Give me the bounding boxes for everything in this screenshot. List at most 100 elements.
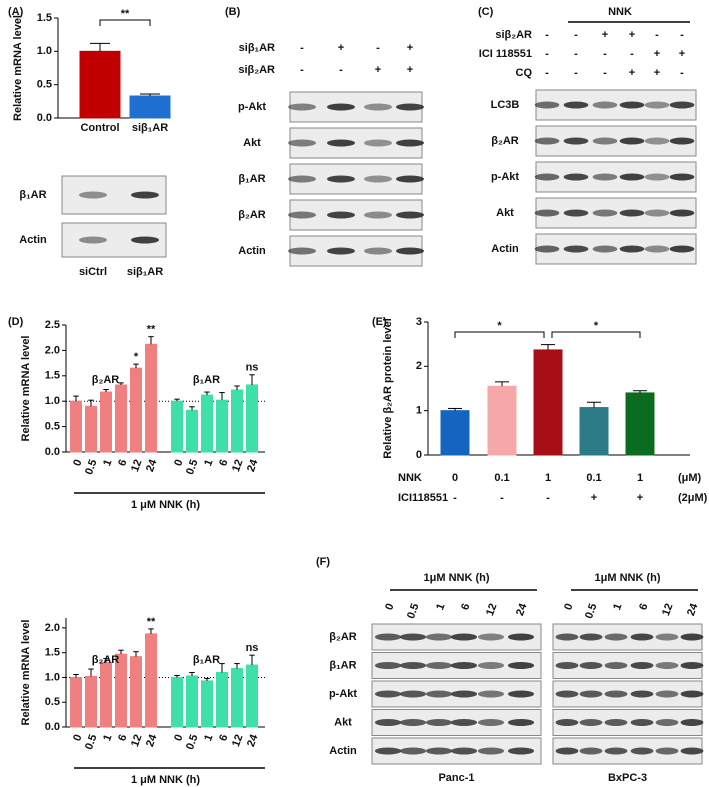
series-label: β₁AR <box>193 374 220 386</box>
time-label: 12 <box>484 602 499 618</box>
condition-sign: - <box>630 48 634 60</box>
blot-band <box>669 209 695 217</box>
blot-band <box>450 747 478 755</box>
x-tick-label: 6 <box>116 458 129 468</box>
y-axis-label: Relative mRNA level <box>12 15 24 121</box>
y-tick-label: 1.5 <box>45 647 60 659</box>
treatment-value: 0.1 <box>586 472 601 484</box>
blot-band <box>592 173 618 181</box>
blot-band <box>680 719 704 726</box>
time-label: 0.5 <box>405 602 422 620</box>
bar <box>130 656 142 728</box>
bar <box>201 680 213 728</box>
blot-band <box>555 633 579 641</box>
blot-band <box>630 690 654 698</box>
blot-band <box>477 690 505 698</box>
bar <box>100 662 112 728</box>
blot-band <box>399 633 427 641</box>
time-label: 24 <box>685 601 701 617</box>
blot-band <box>450 690 478 698</box>
blot-band <box>425 633 453 641</box>
blot-row-label: β₁AR <box>238 173 265 185</box>
condition-sign: - <box>545 48 549 60</box>
x-axis-label: 1 μM NNK (h) <box>131 499 200 511</box>
blot-band <box>374 633 402 641</box>
y-tick-label: 0 <box>416 449 422 461</box>
blot-band <box>579 719 603 726</box>
condition-sign: - <box>655 29 659 41</box>
bar <box>246 384 258 453</box>
condition-sign: - <box>574 48 578 60</box>
blot-row-label: p-Akt <box>491 171 519 183</box>
x-tick-label: 12 <box>230 458 245 474</box>
y-tick-label: 1 <box>416 405 422 417</box>
series-label: β₂AR <box>92 654 120 666</box>
x-tick-label: siβ₁AR <box>132 122 168 134</box>
treatment-value: 1 <box>637 472 643 484</box>
blot-band <box>399 662 427 669</box>
comparison-label: * <box>594 320 599 332</box>
time-label: 1 <box>611 602 624 612</box>
bar <box>145 633 157 728</box>
lane-label: siCtrl <box>79 266 107 278</box>
blot-band <box>374 747 402 755</box>
bar <box>171 676 183 728</box>
blot-row-label: LC3B <box>491 99 520 111</box>
blot-band <box>604 747 628 755</box>
significance: ns <box>246 362 259 374</box>
blot-band <box>288 211 316 219</box>
time-label: 0 <box>383 602 396 612</box>
time-label: 6 <box>459 602 472 612</box>
blot-band <box>563 245 589 253</box>
blot-band <box>644 209 670 217</box>
blot-band <box>680 662 704 669</box>
blot-band <box>555 747 579 755</box>
blot-band <box>396 103 424 111</box>
bar <box>70 400 82 453</box>
blot-band <box>288 247 316 255</box>
treatment-value: 0.1 <box>494 472 509 484</box>
treatment-label: ICI118551 <box>398 492 448 504</box>
comparison-bracket <box>99 19 151 26</box>
blot-row-label: Actin <box>491 243 519 255</box>
blot-row-label: Akt <box>243 137 261 149</box>
condition-sign: + <box>629 29 635 41</box>
blot-band <box>507 747 535 755</box>
panel-label: (E) <box>372 316 387 328</box>
y-tick-label: 3 <box>416 316 422 328</box>
condition-label: siβ₂AR <box>238 64 275 76</box>
blot-band <box>131 191 159 199</box>
blot-band <box>450 633 478 641</box>
blot-band <box>450 719 478 726</box>
blot-band <box>604 662 628 669</box>
x-tick-label: 24 <box>245 732 261 748</box>
blot-band <box>364 139 392 147</box>
blot-band <box>644 173 670 181</box>
comparison-bracket <box>551 331 641 338</box>
blot-band <box>563 137 589 145</box>
condition-sign: - <box>545 29 549 41</box>
blot-band <box>79 236 107 244</box>
x-tick-label: 0.5 <box>184 733 201 751</box>
y-tick-label: 0.5 <box>37 79 52 91</box>
condition-sign: + <box>629 67 635 79</box>
blot-band <box>592 245 618 253</box>
blot-band <box>655 662 679 669</box>
condition-sign: + <box>654 48 660 60</box>
blot-band <box>131 236 159 244</box>
x-tick-label: 12 <box>230 733 245 749</box>
condition-sign: - <box>339 64 343 76</box>
blot-band <box>450 662 478 669</box>
y-tick-label: 0.0 <box>45 721 60 733</box>
x-tick-label: 0 <box>71 733 84 743</box>
x-tick-label: 1 <box>202 458 215 468</box>
blot-band <box>555 690 579 698</box>
blot-row-label: p-Akt <box>238 101 266 113</box>
condition-sign: - <box>680 67 684 79</box>
condition-sign: - <box>545 67 549 79</box>
blot-band <box>592 209 618 217</box>
blot-band <box>534 137 560 145</box>
blot-band <box>604 633 628 641</box>
blot-band <box>534 245 560 253</box>
x-tick-label: 0.5 <box>83 458 100 476</box>
